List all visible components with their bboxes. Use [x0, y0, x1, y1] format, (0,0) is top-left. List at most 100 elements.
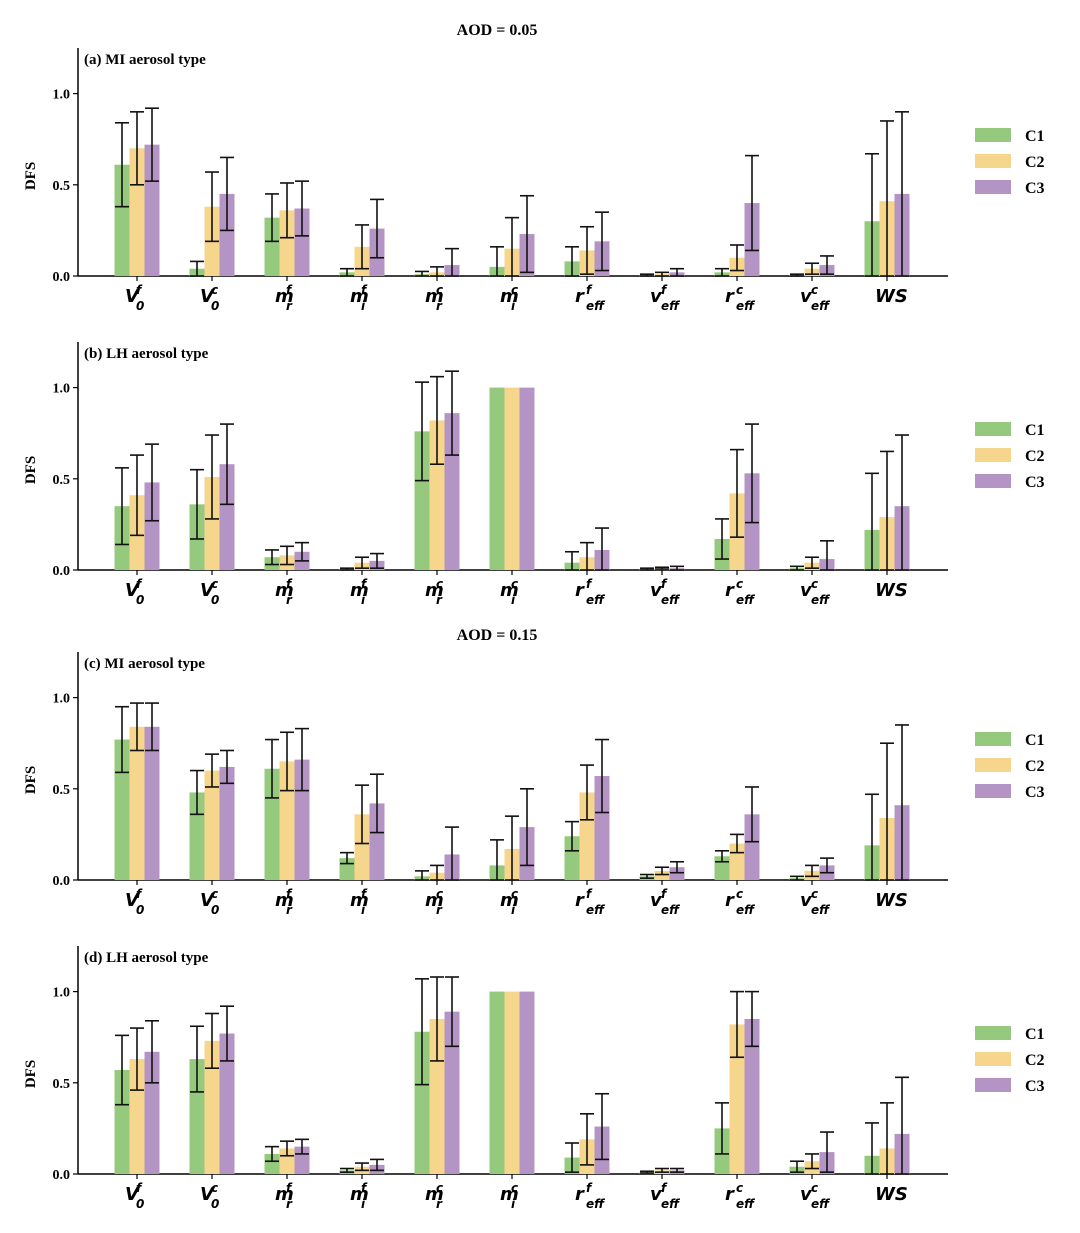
legend-swatch-c1 — [975, 422, 1011, 436]
x-tick-label: WS — [875, 286, 908, 307]
legend-swatch-c2 — [975, 758, 1011, 772]
x-tick-label: mf r — [275, 577, 294, 607]
header-aod-015: AOD = 0.15 — [457, 627, 538, 644]
x-tick-label: mc r — [425, 283, 444, 313]
x-tick-label: mc i — [500, 577, 519, 607]
bar-c1 — [114, 1070, 130, 1174]
bar-c2 — [204, 476, 220, 570]
x-tick-label: mc i — [500, 283, 519, 313]
x-tick-label: Vf 0 — [125, 887, 144, 917]
bar-c2 — [429, 420, 445, 570]
chart-panel-b: 0.0 0.5 1.0 DFS (b) LH aerosol type Vf 0 Vc 0 mf r… — [23, 342, 1045, 607]
y-tick-label: 0.5 — [53, 179, 71, 194]
x-tick-label: r c eff — [725, 577, 755, 607]
x-tick-label: Vc 0 — [200, 887, 219, 917]
bar-c3 — [144, 144, 160, 276]
x-tick-label: r c eff — [725, 283, 755, 313]
panel-title: (b) LH aerosol type — [84, 346, 209, 362]
x-tick-label: vf eff — [650, 887, 680, 917]
legend-label-c2: C2 — [1025, 758, 1045, 775]
bar-c3 — [519, 387, 535, 570]
x-tick-label: mf r — [275, 887, 294, 917]
x-tick-label: vc eff — [800, 577, 830, 607]
legend-swatch-c3 — [975, 180, 1011, 194]
x-tick-label: WS — [875, 1184, 908, 1205]
bar-c2 — [729, 1024, 745, 1174]
x-tick-label: r f eff — [575, 283, 605, 313]
panel-title: (d) LH aerosol type — [84, 950, 209, 966]
x-tick-label: vf eff — [650, 1181, 680, 1211]
x-tick-label: mc r — [425, 887, 444, 917]
bar-c2 — [129, 1059, 145, 1174]
bar-c3 — [669, 867, 685, 880]
bar-c1 — [114, 739, 130, 880]
x-tick-label: Vf 0 — [125, 1181, 144, 1211]
x-tick-label: mf i — [350, 887, 369, 917]
x-tick-label: vf eff — [650, 577, 680, 607]
y-tick-label: 0.0 — [53, 874, 71, 889]
bar-c1 — [489, 991, 505, 1174]
bar-c1 — [264, 1153, 280, 1174]
bar-c2 — [279, 210, 295, 276]
x-tick-label: r f eff — [575, 1181, 605, 1211]
y-axis-label: DFS — [23, 456, 39, 484]
legend-label-c2: C2 — [1025, 154, 1045, 171]
bar-c2 — [129, 148, 145, 276]
y-tick-label: 0.0 — [53, 270, 71, 285]
bar-c1 — [489, 387, 505, 570]
legend-swatch-c1 — [975, 128, 1011, 142]
legend-swatch-c3 — [975, 1078, 1011, 1092]
bar-c3 — [444, 1011, 460, 1174]
x-tick-label: r f eff — [575, 577, 605, 607]
chart-panel-d: 0.0 0.5 1.0 DFS (d) LH aerosol type Vf 0 Vc 0 mf r… — [23, 946, 1045, 1211]
legend-swatch-c1 — [975, 732, 1011, 746]
x-tick-label: Vc 0 — [200, 283, 219, 313]
legend-label-c3: C3 — [1025, 784, 1045, 801]
legend-swatch-c3 — [975, 474, 1011, 488]
legend-label-c1: C1 — [1025, 732, 1045, 749]
y-tick-label: 0.5 — [53, 1077, 71, 1092]
bar-c2 — [504, 387, 520, 570]
legend-swatch-c2 — [975, 448, 1011, 462]
y-axis-label: DFS — [23, 1060, 39, 1088]
bar-c1 — [414, 431, 430, 570]
x-tick-label: r c eff — [725, 1181, 755, 1211]
bar-c1 — [564, 836, 580, 880]
x-tick-label: vf eff — [650, 283, 680, 313]
legend-label-c3: C3 — [1025, 474, 1045, 491]
x-tick-label: Vf 0 — [125, 577, 144, 607]
bar-c3 — [144, 726, 160, 880]
bar-c1 — [264, 217, 280, 276]
y-tick-label: 1.0 — [53, 88, 71, 103]
legend-label-c1: C1 — [1025, 1026, 1045, 1043]
bar-c3 — [744, 1018, 760, 1174]
y-tick-label: 0.5 — [53, 783, 71, 798]
bar-c3 — [219, 1033, 235, 1174]
legend-swatch-c3 — [975, 784, 1011, 798]
chart-panel-a: 0.0 0.5 1.0 DFS (a) MI aerosol type Vf 0 Vc 0 mf r… — [23, 48, 1045, 313]
x-tick-label: Vc 0 — [200, 1181, 219, 1211]
legend-label-c2: C2 — [1025, 448, 1045, 465]
bar-c2 — [654, 870, 670, 880]
bar-c1 — [114, 164, 130, 276]
bar-c2 — [129, 726, 145, 880]
legend-label-c1: C1 — [1025, 422, 1045, 439]
bar-c2 — [204, 770, 220, 880]
x-tick-label: mc i — [500, 887, 519, 917]
x-tick-label: r f eff — [575, 887, 605, 917]
bar-c1 — [189, 1059, 205, 1174]
bar-c3 — [594, 776, 610, 880]
x-tick-label: mc r — [425, 1181, 444, 1211]
bar-c3 — [294, 759, 310, 880]
legend-label-c3: C3 — [1025, 180, 1045, 197]
bar-c3 — [519, 991, 535, 1174]
bar-c3 — [294, 208, 310, 276]
x-tick-label: mc r — [425, 577, 444, 607]
y-tick-label: 0.5 — [53, 473, 71, 488]
y-axis-label: DFS — [23, 766, 39, 794]
bar-c3 — [444, 413, 460, 570]
x-tick-label: mc i — [500, 1181, 519, 1211]
y-tick-label: 1.0 — [53, 382, 71, 397]
bar-c2 — [504, 991, 520, 1174]
